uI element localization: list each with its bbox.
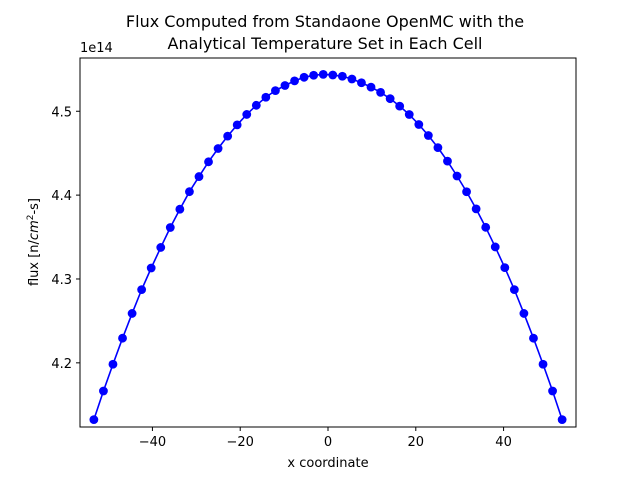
data-point-marker — [328, 70, 338, 80]
data-point-marker — [423, 131, 433, 140]
y-axis-ticks: 4.2 4.3 4.4 4.5 — [51, 105, 80, 372]
data-point-marker — [318, 69, 328, 79]
data-point-marker — [433, 143, 443, 153]
y-tick-label: 4.4 — [51, 189, 72, 204]
data-point-marker — [251, 100, 261, 110]
data-point-marker — [290, 76, 299, 86]
data-point-marker — [185, 187, 194, 197]
data-point-marker — [452, 171, 462, 181]
data-point-marker — [89, 415, 99, 425]
data-point-marker — [471, 204, 481, 214]
data-point-marker — [204, 157, 213, 167]
y-axis-label: flux [n/cm2-s] — [26, 198, 42, 286]
data-point-marker — [280, 81, 290, 90]
data-point-marker — [500, 263, 510, 273]
x-axis-label: x coordinate — [287, 456, 368, 471]
data-point-marker — [337, 71, 347, 81]
data-point-marker — [404, 110, 414, 119]
y-tick-label: 4.5 — [51, 105, 72, 120]
y-label-suffix: -s] — [27, 198, 42, 215]
y-label-unit: cm — [27, 220, 42, 240]
data-point-marker — [357, 78, 366, 88]
data-point-marker — [529, 333, 538, 343]
y-tick-label: 4.2 — [51, 357, 72, 372]
x-axis-ticks: −40 −20 0 20 40 — [139, 427, 512, 450]
data-point-marker — [118, 333, 127, 343]
y-tick-label: 4.3 — [51, 273, 72, 288]
data-point-marker — [137, 285, 147, 295]
data-point-marker — [347, 74, 357, 84]
x-tick-label: 0 — [324, 435, 332, 450]
data-point-marker — [548, 386, 557, 396]
data-point-marker — [462, 187, 471, 197]
data-point-marker — [232, 120, 242, 130]
y-label-prefix: flux [n/ — [27, 239, 42, 286]
data-point-marker — [261, 92, 271, 102]
y-offset-label: 1e14 — [80, 41, 113, 56]
data-point-marker — [395, 101, 405, 111]
data-point-marker — [443, 156, 452, 166]
data-point-marker — [557, 415, 567, 425]
data-point-marker — [519, 309, 529, 318]
data-point-marker — [414, 120, 424, 129]
flux-series — [89, 69, 567, 425]
x-tick-label: 20 — [408, 435, 425, 450]
data-point-marker — [146, 263, 156, 273]
data-point-marker — [242, 110, 252, 119]
data-point-marker — [165, 223, 175, 232]
data-point-marker — [175, 204, 185, 214]
data-point-marker — [127, 309, 137, 318]
y-label-superscript: 2 — [26, 215, 36, 221]
data-point-marker — [490, 242, 500, 252]
data-point-marker — [213, 144, 223, 153]
chart-title-line2: Analytical Temperature Set in Each Cell — [168, 34, 483, 53]
data-point-marker — [223, 131, 233, 141]
data-point-marker — [538, 359, 548, 369]
data-point-marker — [481, 222, 491, 232]
x-tick-label: −40 — [139, 435, 166, 450]
data-point-marker — [194, 172, 204, 181]
data-point-marker — [509, 285, 519, 295]
data-point-marker — [366, 82, 376, 92]
data-point-marker — [271, 86, 280, 96]
data-point-marker — [309, 70, 319, 80]
data-point-marker — [385, 94, 395, 104]
x-tick-label: −20 — [226, 435, 253, 450]
data-point-marker — [108, 359, 118, 369]
data-point-marker — [99, 386, 108, 396]
x-tick-label: 40 — [495, 435, 512, 450]
chart-title-line1: Flux Computed from Standaone OpenMC with… — [126, 12, 524, 31]
data-point-marker — [156, 243, 166, 252]
data-point-marker — [376, 87, 385, 97]
data-point-marker — [299, 72, 309, 82]
